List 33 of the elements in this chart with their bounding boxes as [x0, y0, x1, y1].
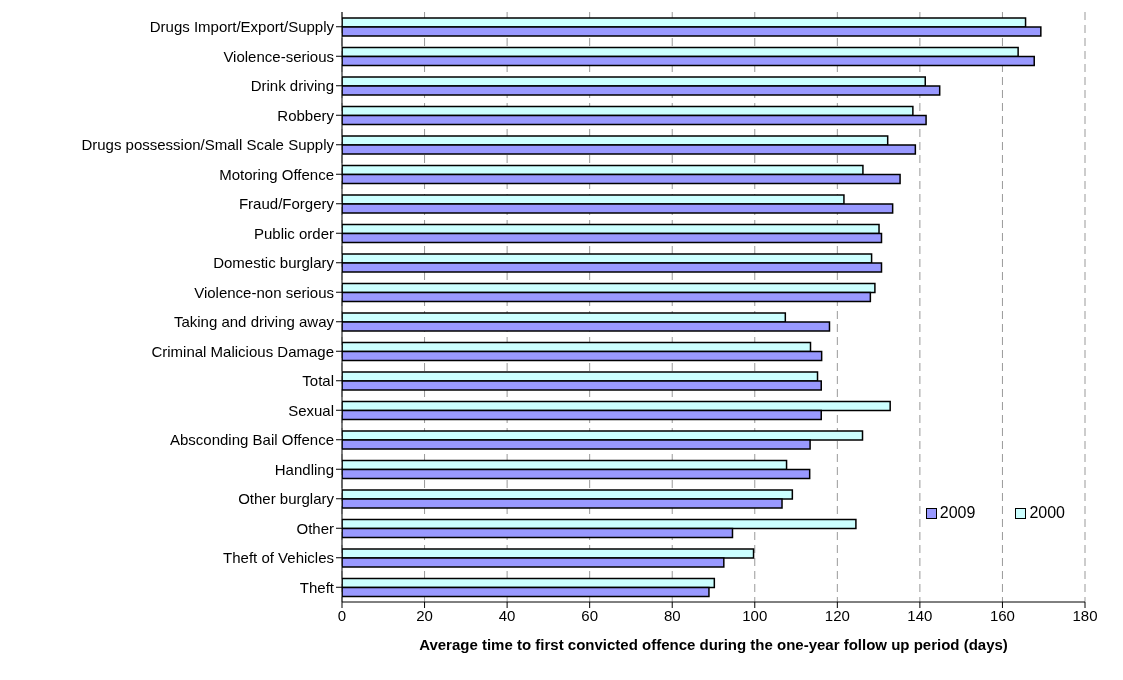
y-tick-label: Other — [296, 519, 334, 537]
y-tick-label: Fraud/Forgery — [238, 195, 335, 213]
y-tick-label: Other burglary — [238, 490, 335, 508]
y-tick-label: Total — [302, 372, 334, 390]
y-tick-label: Handling — [274, 460, 334, 478]
y-tick-label: Sexual — [288, 401, 334, 419]
x-tick-label: 180 — [1072, 606, 1098, 624]
x-tick-label: 120 — [824, 606, 850, 624]
x-tick-label: 160 — [989, 606, 1015, 624]
x-tick-label: 40 — [498, 606, 516, 624]
y-tick-label: Absconding Bail Offence — [170, 431, 334, 449]
x-tick-label: 60 — [581, 606, 599, 624]
y-tick-label: Motoring Offence — [219, 165, 334, 183]
y-tick-label: Robbery — [277, 106, 335, 124]
y-tick-label: Criminal Malicious Damage — [151, 342, 334, 360]
y-tick-label: Theft — [299, 578, 335, 596]
x-tick-label: 20 — [416, 606, 433, 624]
x-tick-label: 100 — [742, 606, 768, 624]
legend-label: 2000 — [1029, 504, 1065, 522]
y-tick-label: Violence-serious — [223, 47, 334, 65]
x-tick-label: 0 — [337, 606, 347, 624]
y-tick-label: Drugs possession/Small Scale Supply — [81, 136, 335, 154]
y-tick-label: Violence-non serious — [194, 283, 334, 301]
y-tick-label: Theft of Vehicles — [223, 549, 334, 567]
x-tick-label: 80 — [663, 606, 681, 624]
x-tick-label: 140 — [907, 606, 933, 624]
y-tick-label: Taking and driving away — [173, 313, 335, 331]
x-axis-title: Average time to first convicted offence during the one-year follow up period (days) — [419, 636, 1008, 653]
y-tick-label: Drugs Import/Export/Supply — [149, 18, 335, 36]
legend-label: 2009 — [939, 504, 976, 522]
y-tick-label: Public order — [253, 224, 334, 242]
y-tick-label: Domestic burglary — [213, 254, 335, 272]
y-tick-label: Drink driving — [250, 77, 334, 95]
